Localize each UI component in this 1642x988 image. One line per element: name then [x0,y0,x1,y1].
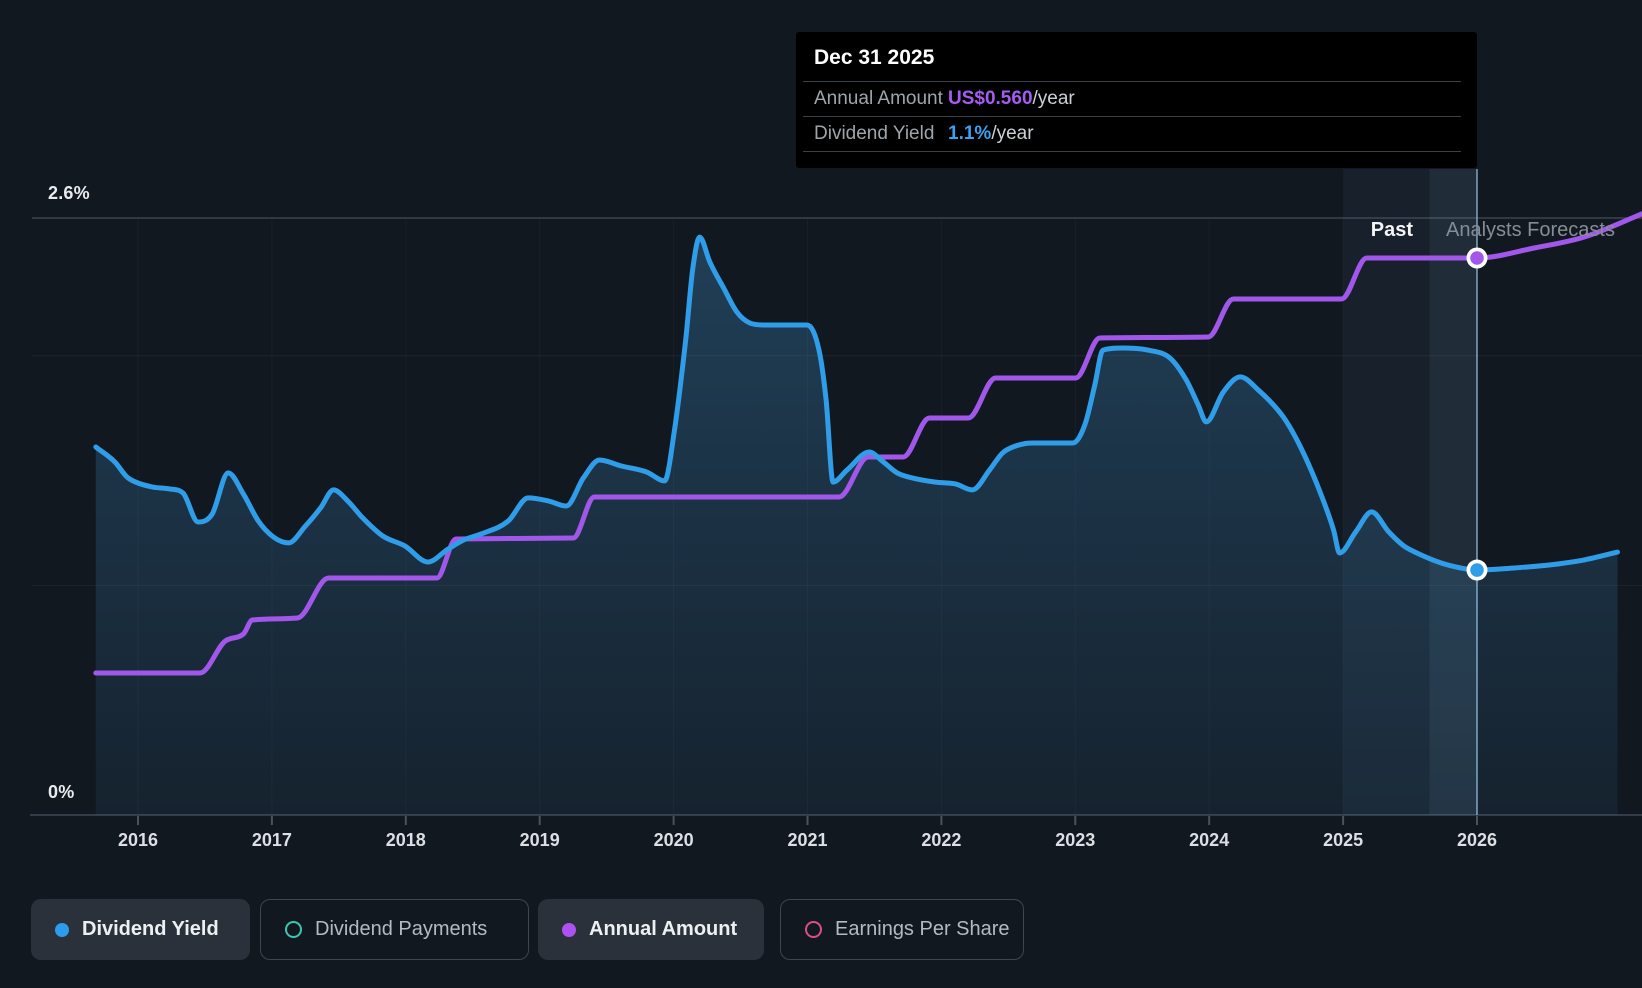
legend-label: Earnings Per Share [835,918,1010,940]
dividend-payments-ring-icon [285,921,302,938]
legend-dividend-payments-button[interactable]: Dividend Payments [260,899,529,960]
tooltip-divider [803,116,1461,117]
tooltip-row-annual-amount: Annual Amount US$0.560/year [796,82,1477,116]
dividend-yield-dot-icon [55,922,69,937]
x-axis-label: 2018 [385,830,426,850]
x-axis-label: 2019 [519,830,560,850]
tooltip-value-annual-amount: US$0.560 [948,88,1033,109]
tooltip-date: Dec 31 2025 [814,46,935,69]
y-axis-top-label: 2.6% [48,183,90,203]
x-axis-label: 2016 [117,830,159,850]
x-axis-label: 2022 [921,830,962,850]
hover-highlight-band [1429,169,1477,815]
tooltip-divider [803,151,1461,152]
tooltip-value-dividend-yield: 1.1% [948,123,992,144]
legend-earnings-per-share-button[interactable]: Earnings Per Share [780,899,1024,960]
tooltip-label: Dividend Yield [814,123,935,144]
legend-label: Annual Amount [589,918,738,940]
x-axis-label: 2026 [1456,830,1498,850]
x-axis-label: 2020 [653,830,694,850]
tooltip-suffix: /year [991,123,1034,144]
tooltip-row-dividend-yield: Dividend Yield 1.1%/year [796,117,1477,151]
hover-marker-annual-amount [1470,251,1484,265]
earnings-per-share-ring-icon [805,921,822,938]
hover-marker-dividend-yield [1470,563,1484,577]
forecast-region-label: Analysts Forecasts [1446,219,1615,241]
x-axis-label: 2021 [787,830,828,850]
legend-dividend-yield-button[interactable]: Dividend Yield [31,899,250,960]
legend-annual-amount-button[interactable]: Annual Amount [538,899,764,960]
annual-amount-line [93,211,1642,676]
x-axis-label: 2023 [1055,830,1096,850]
legend-label: Dividend Yield [82,918,219,940]
x-axis-label: 2025 [1323,830,1364,850]
tooltip-suffix: /year [1032,88,1075,109]
tooltip-divider [803,81,1461,82]
x-axis-label: 2017 [251,830,292,850]
past-region-label: Past [1370,219,1413,241]
chart-tooltip: Dec 31 2025 Annual Amount US$0.560/year D… [796,32,1477,168]
x-axis-label: 2024 [1189,830,1230,850]
tooltip-label: Annual Amount [814,88,943,109]
dividend-yield-area [95,237,1618,816]
y-axis-bottom-label: 0% [48,782,75,802]
dividend-yield-line [93,234,1620,573]
forecast-lead-band [1343,169,1430,815]
annual-amount-dot-icon [562,922,576,937]
legend-label: Dividend Payments [315,918,488,940]
